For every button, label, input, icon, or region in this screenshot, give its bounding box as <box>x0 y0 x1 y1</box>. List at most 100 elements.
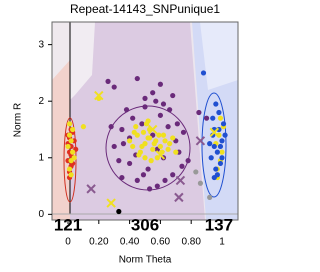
x-tick-label: 0.60 <box>151 237 171 248</box>
point <box>148 158 154 164</box>
point <box>217 115 224 121</box>
y-tick-label: 1 <box>38 152 44 163</box>
point <box>71 155 77 161</box>
point <box>127 138 133 144</box>
y-tick-label: 2 <box>38 96 44 107</box>
point <box>65 143 71 150</box>
point <box>213 166 219 172</box>
point <box>120 141 127 147</box>
point <box>70 149 76 155</box>
point <box>142 155 148 161</box>
point <box>157 143 163 150</box>
y-tick-label: 0 <box>38 209 44 220</box>
point-cross <box>155 150 166 160</box>
cross-stroke <box>175 175 186 186</box>
point <box>66 132 73 138</box>
point <box>165 124 171 130</box>
point-cross <box>174 192 184 203</box>
point <box>173 149 179 155</box>
cross-stroke <box>209 127 219 138</box>
point <box>111 84 117 90</box>
cluster-count: 137 <box>205 215 233 234</box>
point <box>210 115 216 121</box>
point-cross <box>195 136 206 146</box>
x-tick-label: 0.80 <box>181 237 201 248</box>
point <box>185 158 191 164</box>
point <box>142 104 148 110</box>
point <box>111 143 117 150</box>
point <box>157 112 163 118</box>
point <box>180 129 187 135</box>
point <box>140 172 147 178</box>
point <box>200 70 207 76</box>
point <box>139 121 145 127</box>
point <box>154 183 160 189</box>
point <box>214 149 220 155</box>
point <box>145 166 151 172</box>
point-cross <box>94 90 104 101</box>
point <box>167 107 173 113</box>
point <box>147 186 153 192</box>
point <box>213 101 219 107</box>
point <box>193 169 199 175</box>
point <box>66 121 73 127</box>
point <box>216 109 222 116</box>
point <box>170 172 176 178</box>
point <box>196 109 202 116</box>
point <box>119 126 125 133</box>
point-cross <box>209 127 219 138</box>
point <box>139 143 145 150</box>
point <box>130 115 136 121</box>
point <box>179 163 185 169</box>
point <box>136 152 142 158</box>
cross-stroke <box>94 90 104 101</box>
x-tick-label: 1 <box>219 237 225 248</box>
plot-background <box>51 21 239 221</box>
point <box>219 155 225 161</box>
point <box>70 126 76 133</box>
point <box>80 124 87 130</box>
cross-stroke <box>195 136 206 146</box>
point <box>220 121 227 127</box>
cross-stroke <box>106 198 116 208</box>
point <box>147 135 153 141</box>
point <box>140 129 147 135</box>
cross-stroke <box>86 184 96 194</box>
point <box>145 118 151 124</box>
x-tick-label: 0.20 <box>89 237 109 248</box>
point-cross <box>106 198 116 208</box>
point-cross <box>147 124 158 135</box>
point <box>167 141 173 147</box>
point-cross <box>175 175 186 186</box>
point <box>66 166 73 172</box>
y-tick-label: 3 <box>38 39 44 50</box>
point-cross <box>86 184 96 194</box>
point <box>174 121 180 127</box>
cluster-count: 306 <box>131 215 159 234</box>
point <box>160 101 167 107</box>
point <box>134 75 140 82</box>
x-tick-label: 0 <box>65 237 71 248</box>
point <box>108 124 114 130</box>
cross-stroke <box>155 150 166 160</box>
x-tick-label: 0.40 <box>120 237 140 248</box>
point <box>127 160 133 167</box>
point <box>157 81 163 87</box>
point <box>150 90 156 96</box>
x-axis-label: Norm Theta <box>119 255 172 266</box>
point <box>162 177 168 183</box>
point <box>123 107 130 113</box>
point <box>130 143 136 150</box>
point <box>222 132 228 138</box>
cross-stroke <box>174 192 184 203</box>
point <box>142 95 148 101</box>
point <box>133 124 139 130</box>
point <box>197 180 204 186</box>
point <box>150 146 156 152</box>
point <box>68 172 74 178</box>
point <box>207 141 213 147</box>
point <box>217 143 224 150</box>
point <box>214 172 220 178</box>
point <box>134 177 140 183</box>
point <box>170 135 176 141</box>
